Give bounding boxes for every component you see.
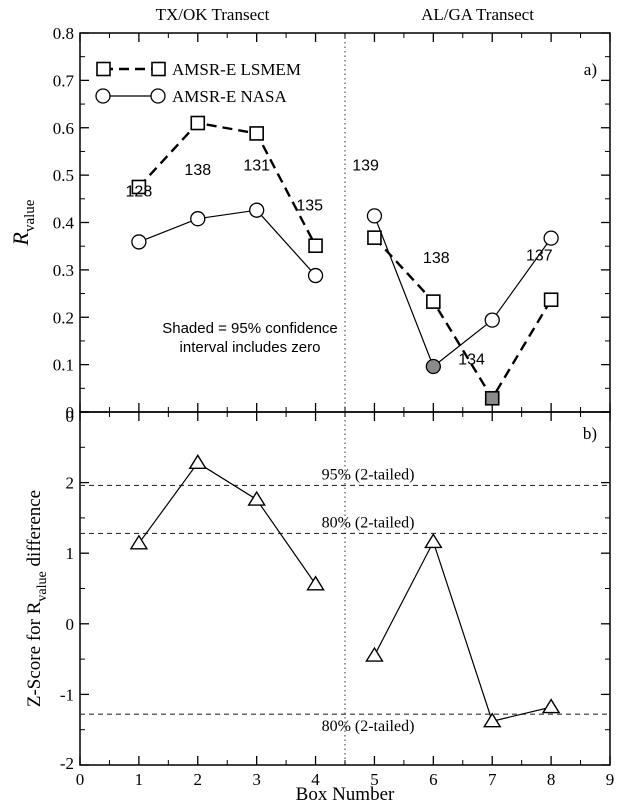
y-tick-label-a: 0.5 — [53, 166, 74, 185]
y-axis-title-b: Z-Score for Rvalue difference — [24, 490, 50, 707]
x-axis-title: Box Number — [296, 784, 395, 805]
zscore-point — [247, 490, 266, 506]
legend-marker-lsmem-right — [151, 61, 166, 77]
reference-line-label: 80% (2-tailed) — [322, 718, 415, 735]
sample-count-label: 139 — [352, 157, 379, 174]
legend-marker-nasa-left — [95, 88, 111, 104]
x-tick-label: 0 — [76, 770, 85, 789]
lsmem-point — [249, 126, 264, 141]
legend-label-nasa: AMSR-E NASA — [172, 87, 287, 106]
sample-count-label: 137 — [526, 247, 553, 264]
x-tick-label: 5 — [370, 770, 379, 789]
y-axis-title-b-sub: value — [35, 571, 50, 601]
x-tick-label: 4 — [311, 770, 320, 789]
y-tick-label-b: 2 — [66, 474, 75, 493]
x-tick-label: 6 — [429, 770, 438, 789]
zscore-point — [424, 533, 443, 549]
sample-count-label: 134 — [458, 352, 485, 369]
x-tick-label: 7 — [488, 770, 497, 789]
nasa-point — [543, 230, 559, 246]
series-lines — [138, 121, 553, 722]
y-axis-title-a-main: R — [8, 231, 33, 246]
y-tick-label-a: 0.8 — [53, 24, 74, 43]
y-tick-label-b: 1 — [66, 544, 75, 563]
legend: AMSR-E LSMEM AMSR-E NASA — [95, 60, 301, 106]
legend-label-lsmem: AMSR-E LSMEM — [172, 60, 301, 79]
sample-count-label: 128 — [126, 183, 153, 200]
lsmem-point — [190, 115, 206, 131]
zscore-point — [365, 646, 384, 662]
y-tick-label-a: 0.1 — [53, 356, 74, 375]
y-tick-label-a: 0.2 — [53, 308, 74, 327]
nasa-point — [190, 211, 206, 227]
shading-note-line-2: interval includes zero — [180, 339, 321, 356]
y-axis-title-b-main: Z-Score for R — [24, 601, 45, 707]
x-tick-label: 9 — [606, 770, 615, 789]
nasa-point — [484, 312, 500, 328]
x-tick-label: 1 — [135, 770, 144, 789]
y-axis-title-a-sub: value — [22, 199, 38, 232]
shading-note-line-1: Shaded = 95% confidence — [162, 320, 338, 337]
y-tick-label-b: -1 — [60, 685, 74, 704]
zscore-line — [373, 540, 552, 722]
series-line-nasa — [138, 209, 317, 276]
y-tick-label-a: 0 — [66, 403, 75, 422]
y-tick-label-a: 0.7 — [53, 71, 75, 90]
x-tick-label: 3 — [252, 770, 261, 789]
y-tick-label-b: 0 — [66, 407, 75, 426]
zscore-point — [482, 712, 502, 728]
y-tick-label-a: 0.3 — [53, 261, 74, 280]
panel-b-label: b) — [583, 424, 597, 443]
sample-count-label: 131 — [243, 157, 270, 174]
y-tick-label-a: 0.6 — [53, 119, 74, 138]
zscore-point — [129, 534, 149, 550]
nasa-point — [249, 202, 265, 218]
series-markers — [129, 115, 561, 728]
zscore-point — [188, 453, 208, 470]
zscore-point — [306, 575, 325, 591]
region-label-tx-ok: TX/OK Transect — [156, 5, 270, 24]
sample-count-label: 135 — [296, 198, 323, 215]
y-axis-title-a: Rvalue — [8, 199, 38, 246]
nasa-point — [131, 234, 147, 250]
zscore-point — [541, 698, 561, 714]
lsmem-point — [484, 390, 500, 406]
legend-marker-nasa-right — [150, 88, 166, 104]
lsmem-point — [308, 238, 323, 254]
reference-line-label: 95% (2-tailed) — [322, 466, 415, 483]
series-line-lsmem — [138, 121, 317, 247]
sample-count-label: 138 — [423, 250, 450, 267]
reference-line-label: 80% (2-tailed) — [322, 514, 415, 531]
zscore-line — [138, 462, 317, 585]
series-line-lsmem — [373, 236, 553, 401]
nasa-point — [366, 208, 383, 224]
y-tick-label-b: -2 — [60, 754, 74, 773]
lsmem-point — [543, 292, 559, 308]
legend-marker-lsmem-left — [96, 61, 111, 77]
y-tick-label-b: 0 — [66, 615, 75, 634]
lsmem-point — [131, 179, 147, 195]
region-label-al-ga: AL/GA Transect — [421, 5, 534, 24]
y-tick-label-a: 0.4 — [53, 214, 75, 233]
y-axis-title-b-end: difference — [24, 490, 45, 571]
panel-a-label: a) — [584, 60, 597, 79]
lsmem-point — [426, 294, 441, 309]
sample-counts: 128 138 131 135 139 138 134 137 — [126, 157, 553, 368]
x-tick-label: 8 — [547, 770, 556, 789]
lsmem-point — [367, 230, 382, 245]
x-tick-label: 2 — [194, 770, 203, 789]
sample-count-label: 138 — [184, 162, 211, 179]
nasa-point — [307, 267, 324, 284]
series-line-nasa — [373, 215, 552, 368]
nasa-point — [425, 358, 441, 375]
reference-lines: 95% (2-tailed) 80% (2-tailed) 80% (2-taile… — [80, 466, 610, 735]
